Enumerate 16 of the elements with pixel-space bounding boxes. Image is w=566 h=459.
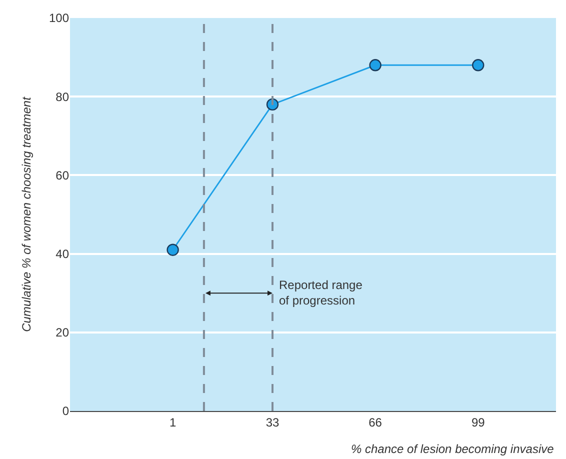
- point: [166, 244, 179, 256]
- x-tick-label: 99: [471, 415, 486, 430]
- x-tick-label: 66: [368, 415, 382, 430]
- y-tick-label: 60: [56, 168, 70, 182]
- y-tick-label: 40: [56, 247, 70, 261]
- y-tick-label: 0: [62, 404, 70, 418]
- x-axis-title: % chance of lesion becoming invasive: [351, 442, 554, 456]
- y-tick-label: 100: [48, 11, 70, 26]
- x-tick-label: 33: [266, 415, 280, 430]
- point: [472, 59, 484, 72]
- y-axis-title: Cumulative % of women choosing treatment: [19, 96, 34, 332]
- x-tick-label: 1: [169, 415, 176, 430]
- point: [369, 59, 382, 72]
- y-tick-label: 20: [56, 326, 70, 340]
- annotation: Reported range of progression: [279, 278, 363, 308]
- y-tick-label: 80: [56, 90, 70, 104]
